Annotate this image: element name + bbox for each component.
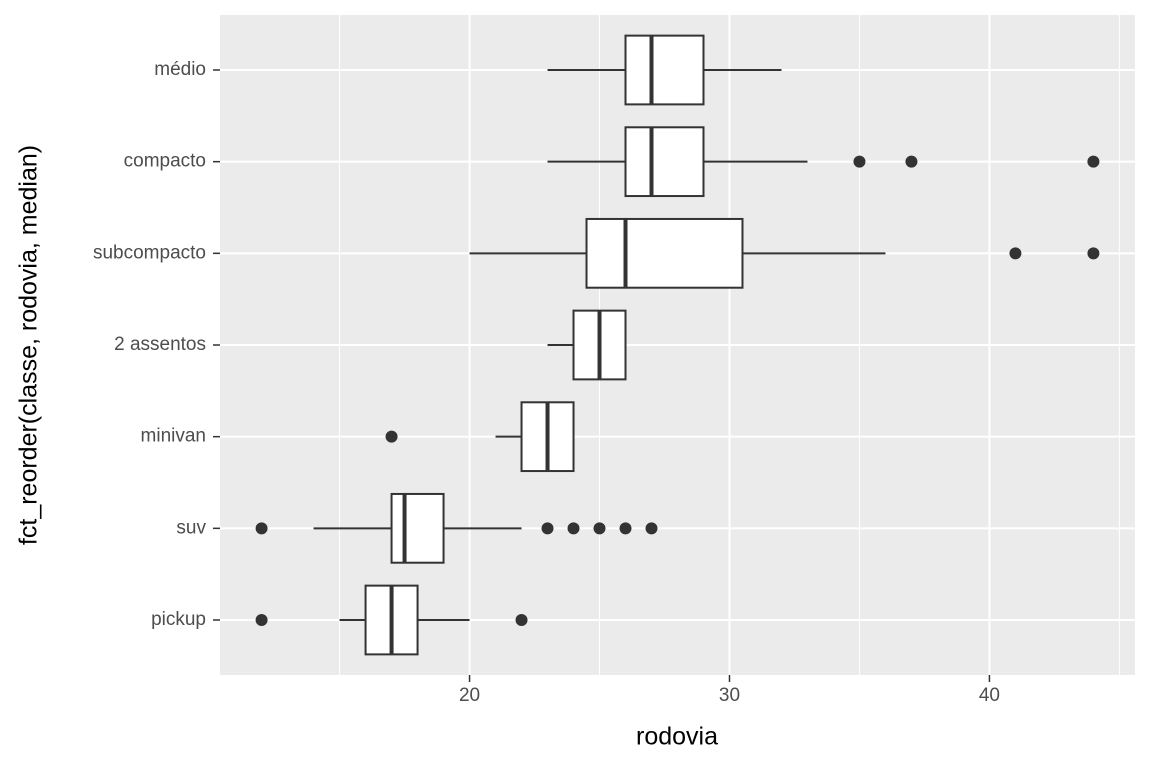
box <box>624 126 705 198</box>
outlier <box>1087 247 1100 260</box>
outlier <box>255 614 268 626</box>
y-tick-label: suv <box>176 517 206 538</box>
x-axis-title: rodovia <box>636 723 718 751</box>
outlier <box>1087 155 1100 168</box>
y-tick-label: minivan <box>141 426 206 447</box>
outlier <box>593 522 606 535</box>
x-tick-label: 40 <box>979 685 1000 706</box>
y-tick-label: pickup <box>151 609 206 630</box>
outlier <box>645 522 658 535</box>
outlier <box>255 522 268 535</box>
box <box>624 34 705 106</box>
outlier <box>515 614 528 626</box>
outlier <box>567 522 580 535</box>
y-axis-title: fct_reorder(classe, rodovia, median) <box>15 145 43 545</box>
outlier <box>853 155 866 168</box>
outlier <box>541 522 554 535</box>
outlier <box>1009 247 1022 260</box>
y-tick-label: 2 assentos <box>114 334 206 355</box>
outlier <box>905 155 918 168</box>
box <box>390 492 445 564</box>
y-tick-label: médio <box>154 59 206 80</box>
outlier <box>619 522 632 535</box>
x-tick-label: 30 <box>719 685 740 706</box>
box <box>585 217 744 289</box>
outlier <box>385 430 398 443</box>
y-tick-label: subcompacto <box>93 242 206 263</box>
y-tick-label: compacto <box>124 151 206 172</box>
x-tick-label: 20 <box>459 685 480 706</box>
